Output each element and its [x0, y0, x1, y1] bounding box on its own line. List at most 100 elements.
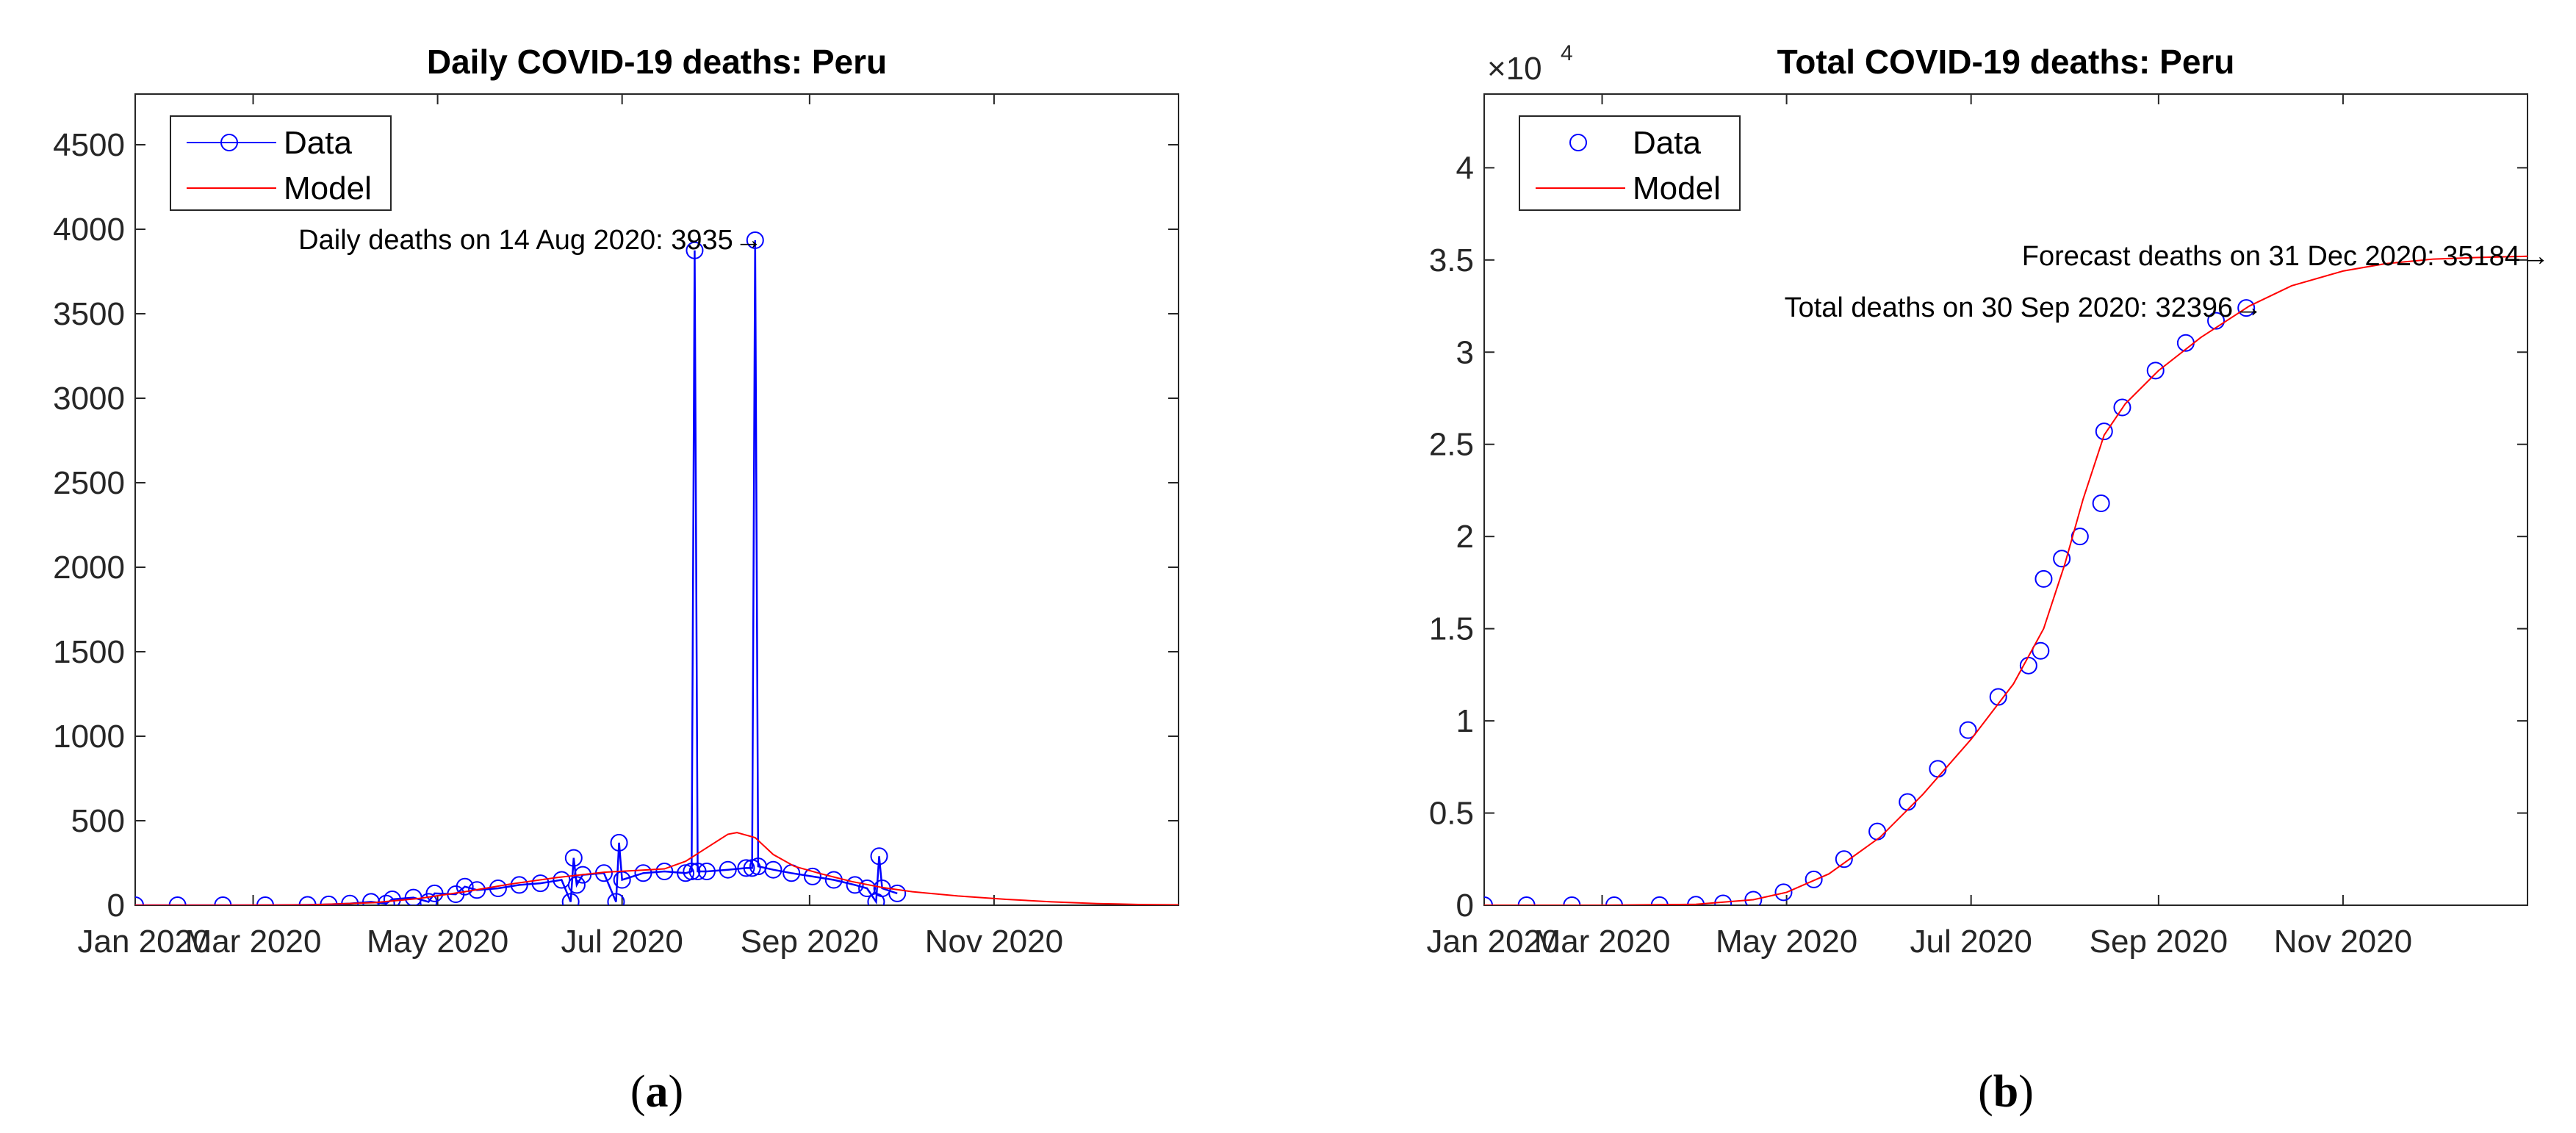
y-tick-label: 1500: [53, 634, 125, 670]
data-point: [1899, 793, 1917, 811]
data-point: [803, 867, 821, 885]
x-tick-label: Nov 2020: [2274, 924, 2412, 960]
data-point: [2034, 569, 2053, 588]
data-point: [377, 894, 395, 905]
y-tick-label: 0: [1456, 888, 1474, 924]
data-point: [456, 877, 474, 896]
data-point: [567, 876, 586, 894]
y-tick-label: 3000: [53, 381, 125, 417]
data-point: [719, 860, 737, 879]
x-tick-label: Mar 2020: [1534, 924, 1671, 960]
y-tick-label: 2: [1456, 519, 1474, 555]
data-point: [1929, 760, 1947, 778]
data-point: [561, 893, 580, 905]
y-tick-label: 1000: [53, 719, 125, 755]
axes-box: [1483, 93, 2528, 906]
chart-title: Daily COVID-19 deaths: Peru: [427, 43, 887, 81]
panel-caption: (b): [1978, 1067, 2034, 1117]
data-point: [1517, 896, 1536, 905]
data-point: [2092, 494, 2110, 513]
chart-daily-deaths: Daily COVID-19 deaths: Peru 0 500 1000 1500 2…: [53, 43, 1179, 1117]
data-point: [1605, 896, 1623, 905]
y-tick-label: 0: [107, 888, 125, 924]
data-point: [1989, 688, 2007, 706]
data-point: [2053, 550, 2071, 568]
y-tick-label: 3: [1456, 334, 1474, 370]
x-tick-label: Nov 2020: [925, 924, 1063, 960]
data-point: [607, 893, 625, 905]
data-point: [634, 864, 652, 882]
panel-caption: (a): [630, 1067, 683, 1117]
data-point: [1959, 721, 1977, 739]
data-point: [510, 876, 528, 894]
y-scale-exponent: 4: [1561, 41, 1573, 65]
axes-box: [134, 93, 1179, 906]
data-point: [737, 859, 755, 877]
legend-entry-label: Data: [1633, 125, 1701, 161]
data-point: [2146, 362, 2165, 380]
data-point: [2207, 312, 2226, 330]
x-tick-label: Jan 2020: [1426, 924, 1559, 960]
data-point: [655, 863, 674, 880]
legend-box: [1519, 115, 1741, 211]
x-tick-label: Jan 2020: [77, 924, 210, 960]
data-point: [1563, 896, 1581, 905]
data-point: [168, 896, 187, 905]
data-point: [468, 881, 486, 899]
data-point: [2237, 299, 2256, 317]
y-tick-label: 1.5: [1429, 611, 1474, 647]
data-point: [2032, 641, 2050, 660]
y-tick-label: 4000: [53, 212, 125, 248]
y-tick-label: 3.5: [1429, 242, 1474, 278]
plot-area: [1484, 255, 2528, 905]
x-tick-label: Sep 2020: [2090, 924, 2228, 960]
legend-entry-label: Model: [1633, 170, 1721, 206]
x-tick-label: Jul 2020: [561, 924, 683, 960]
data-point: [1835, 850, 1853, 868]
y-tick-label: 2500: [53, 465, 125, 501]
data-point: [1805, 870, 1823, 888]
data-point: [764, 860, 782, 879]
data-point: [383, 890, 401, 905]
annotation-label: Total deaths on 30 Sep 2020: 32396: [1785, 292, 2234, 323]
data-point: [824, 871, 843, 889]
data-point: [489, 880, 507, 897]
series-line-data: [135, 240, 898, 905]
legend-box: [170, 115, 392, 211]
data-point: [531, 874, 550, 893]
annotation-label: Daily deaths on 14 Aug 2020: 3935: [298, 225, 733, 256]
annotation-arrow: →: [2234, 292, 2262, 323]
data-point: [686, 241, 704, 259]
data-point: [846, 876, 864, 894]
data-point: [1714, 894, 1733, 905]
data-point: [688, 863, 707, 880]
data-point: [697, 863, 716, 880]
chart-total-deaths: Total COVID-19 deaths: Peru 0 0.5 1 1.5 2 2.5 3…: [1426, 41, 2549, 1117]
x-tick-label: May 2020: [367, 924, 508, 960]
annotation-arrow: →: [735, 225, 763, 256]
data-point: [746, 231, 764, 249]
data-point: [214, 896, 232, 905]
y-scale-factor: ×10: [1487, 51, 1542, 87]
y-tick-label: 2000: [53, 550, 125, 586]
annotation-label: Forecast deaths on 31 Dec 2020: 35184: [2022, 241, 2520, 272]
data-point: [888, 884, 907, 902]
series-line-model: [135, 832, 1179, 905]
data-point: [1868, 822, 1887, 841]
x-tick-label: Jul 2020: [1910, 924, 2032, 960]
x-tick-label: Mar 2020: [185, 924, 322, 960]
data-point: [425, 884, 444, 902]
data-point: [870, 847, 888, 866]
data-point: [2095, 422, 2113, 441]
data-point: [2113, 398, 2131, 417]
y-tick-label: 1: [1456, 703, 1474, 739]
y-tick-label: 0.5: [1429, 796, 1474, 832]
y-tick-label: 4500: [53, 127, 125, 163]
data-point: [256, 896, 274, 905]
y-tick-label: 3500: [53, 296, 125, 332]
data-point: [610, 833, 628, 852]
data-point: [564, 849, 583, 867]
annotation-arrow: →: [2522, 241, 2550, 272]
y-tick-label: 500: [71, 803, 125, 839]
